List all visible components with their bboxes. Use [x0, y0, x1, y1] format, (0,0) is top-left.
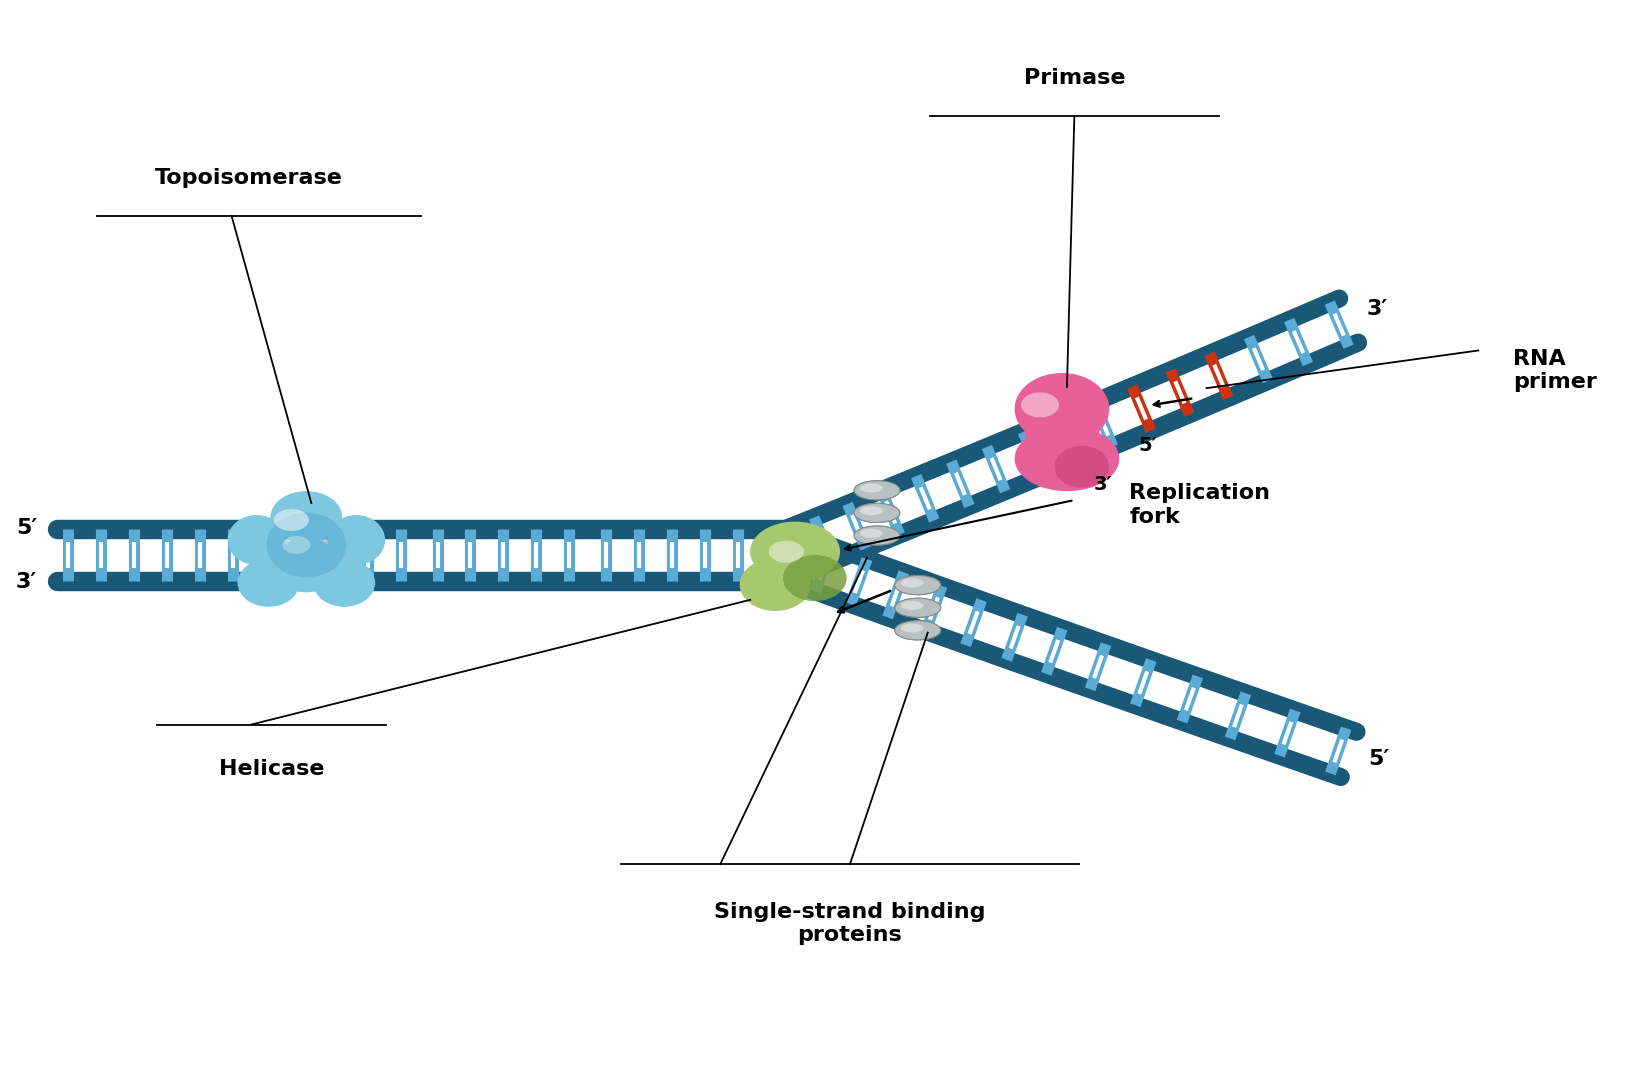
Ellipse shape — [900, 579, 923, 587]
Ellipse shape — [1024, 402, 1099, 462]
Ellipse shape — [854, 503, 900, 522]
Ellipse shape — [895, 598, 940, 617]
Text: Single-strand binding
proteins: Single-strand binding proteins — [714, 902, 986, 945]
Ellipse shape — [1054, 446, 1110, 488]
Text: 5′: 5′ — [1138, 435, 1158, 455]
Ellipse shape — [271, 491, 342, 542]
Ellipse shape — [1014, 373, 1110, 445]
Ellipse shape — [859, 529, 882, 538]
Text: RNA
primer: RNA primer — [1513, 349, 1597, 392]
Ellipse shape — [854, 526, 900, 545]
Ellipse shape — [854, 526, 900, 545]
Ellipse shape — [1021, 393, 1059, 417]
Text: 5′: 5′ — [1368, 749, 1389, 769]
Ellipse shape — [895, 621, 940, 640]
Ellipse shape — [859, 484, 882, 492]
Ellipse shape — [1014, 426, 1120, 491]
Text: Replication
fork: Replication fork — [1130, 484, 1270, 526]
Ellipse shape — [854, 503, 900, 522]
Text: Primase: Primase — [1024, 68, 1125, 88]
Ellipse shape — [895, 576, 940, 595]
Ellipse shape — [327, 515, 385, 565]
Ellipse shape — [895, 598, 940, 617]
Ellipse shape — [274, 537, 339, 593]
Ellipse shape — [750, 521, 841, 582]
Ellipse shape — [859, 506, 882, 515]
Ellipse shape — [900, 624, 923, 632]
Ellipse shape — [854, 480, 900, 500]
Ellipse shape — [895, 621, 940, 640]
Ellipse shape — [768, 540, 805, 563]
Text: Helicase: Helicase — [218, 760, 324, 779]
Ellipse shape — [900, 601, 923, 610]
Ellipse shape — [740, 559, 811, 611]
Ellipse shape — [314, 559, 375, 607]
Ellipse shape — [238, 559, 299, 607]
Ellipse shape — [228, 515, 286, 565]
Ellipse shape — [895, 576, 940, 595]
Text: 3′: 3′ — [17, 571, 36, 592]
Text: 5′: 5′ — [17, 518, 36, 538]
Ellipse shape — [783, 555, 846, 601]
Ellipse shape — [854, 480, 900, 500]
Text: 3′: 3′ — [1366, 299, 1388, 319]
Text: 3′: 3′ — [1094, 475, 1112, 493]
Ellipse shape — [274, 509, 309, 531]
Text: Topoisomerase: Topoisomerase — [155, 168, 344, 188]
Ellipse shape — [266, 513, 347, 578]
Ellipse shape — [282, 536, 311, 554]
